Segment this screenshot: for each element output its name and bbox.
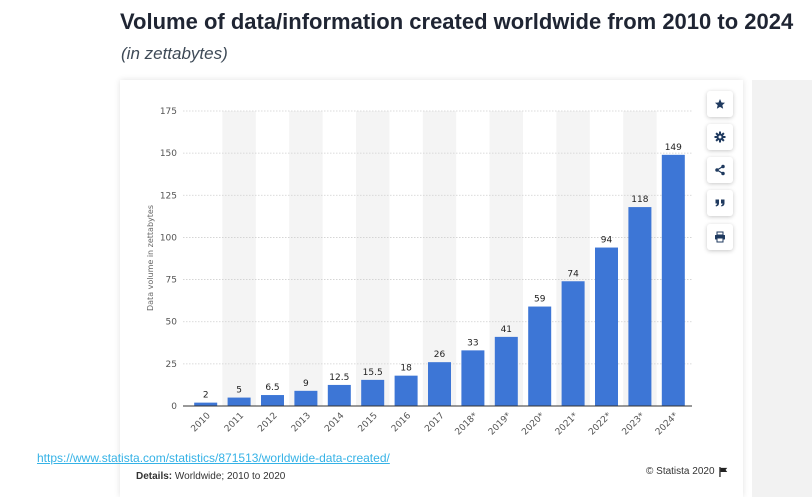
x-tick-label: 2014 xyxy=(323,411,346,434)
page-title: Volume of data/information created world… xyxy=(120,9,794,34)
x-tick-label: 2023* xyxy=(621,411,648,438)
bar-2023*[interactable] xyxy=(628,207,652,406)
details-text: Details: Worldwide; 2010 to 2020 xyxy=(136,471,285,482)
bar-2010[interactable] xyxy=(194,402,218,406)
data-label: 74 xyxy=(567,269,579,279)
data-label: 26 xyxy=(434,350,446,360)
copyright: © Statista 2020 xyxy=(646,466,728,477)
data-label: 59 xyxy=(534,295,546,305)
data-label: 118 xyxy=(631,195,648,205)
data-label: 12.5 xyxy=(329,373,349,383)
x-tick-label: 2022* xyxy=(587,411,614,438)
data-label: 41 xyxy=(501,325,512,335)
x-tick-label: 2020* xyxy=(520,411,547,438)
bars xyxy=(194,154,685,406)
y-tick-label: 50 xyxy=(166,318,178,328)
share-icon xyxy=(715,164,725,176)
x-tick-label: 2010 xyxy=(190,411,213,434)
band-7 xyxy=(422,111,457,406)
bar-2020*[interactable] xyxy=(528,306,552,406)
star-icon xyxy=(715,99,725,109)
side-panel xyxy=(752,80,812,497)
bar-2019*[interactable] xyxy=(494,336,518,406)
y-tick-label: 150 xyxy=(160,149,177,159)
bar-2013[interactable] xyxy=(294,390,318,406)
bar-2011[interactable] xyxy=(227,397,251,406)
y-axis-title: Data volume in zettabytes xyxy=(146,205,155,311)
band-3 xyxy=(289,111,323,406)
y-tick-label: 25 xyxy=(166,360,177,370)
share-button[interactable] xyxy=(707,157,733,183)
source-link[interactable]: https://www.statista.com/statistics/8715… xyxy=(37,451,390,465)
gear-icon xyxy=(714,131,726,143)
bar-2024*[interactable] xyxy=(661,154,685,406)
y-tick-label: 0 xyxy=(171,402,177,412)
settings-button[interactable] xyxy=(707,124,733,150)
x-tick-label: 2015 xyxy=(357,411,380,434)
x-tick-label: 2011 xyxy=(223,411,246,434)
print-button[interactable] xyxy=(707,224,733,250)
y-tick-label: 75 xyxy=(166,276,177,286)
band-1 xyxy=(222,111,256,406)
data-label: 6.5 xyxy=(265,383,279,393)
bar-2016[interactable] xyxy=(394,375,418,406)
print-icon xyxy=(715,231,725,243)
x-tick-label: 2018* xyxy=(454,411,481,438)
bar-2015[interactable] xyxy=(361,379,385,406)
data-label: 9 xyxy=(303,379,309,389)
data-labels: 2 5 6.5 9 12.5 15.5 18 26 33 41 59 74 94 118 149 xyxy=(203,143,682,401)
bar-2014[interactable] xyxy=(327,384,351,406)
details-value: Worldwide; 2010 to 2020 xyxy=(172,471,286,482)
bar-2021*[interactable] xyxy=(561,281,585,406)
x-tick-label: 2021* xyxy=(554,411,581,438)
x-tick-label: 2016 xyxy=(390,411,413,434)
details-label: Details: xyxy=(136,471,173,482)
y-tick-label: 175 xyxy=(160,107,177,117)
data-label: 33 xyxy=(467,338,478,348)
data-label: 15.5 xyxy=(363,368,383,378)
bar-2022*[interactable] xyxy=(595,247,618,406)
copyright-text: © Statista 2020 xyxy=(646,466,715,477)
x-tick-label: 2012 xyxy=(256,411,279,434)
y-axis-ticks: 0 25 50 75 100 125 150 175 xyxy=(160,107,177,412)
background-bands xyxy=(222,111,657,406)
x-tick-label: 2013 xyxy=(290,411,313,434)
bar-2012[interactable] xyxy=(261,395,284,406)
flag-icon[interactable] xyxy=(718,466,728,477)
bar-2018*[interactable] xyxy=(461,350,485,406)
page-subtitle: (in zettabytes) xyxy=(121,44,228,63)
x-tick-label: 2019* xyxy=(487,411,514,438)
data-label: 149 xyxy=(665,143,682,153)
y-tick-label: 125 xyxy=(160,191,177,201)
x-tick-label: 2017 xyxy=(423,411,446,434)
cite-button[interactable] xyxy=(707,190,733,216)
data-label: 18 xyxy=(400,364,412,374)
favorite-button[interactable] xyxy=(707,91,733,117)
data-label: 94 xyxy=(601,236,613,246)
x-tick-label: 2024* xyxy=(654,411,681,438)
data-label: 2 xyxy=(203,391,209,401)
bar-2017[interactable] xyxy=(428,362,451,406)
data-label: 5 xyxy=(236,386,242,396)
x-axis-ticks: 2010 2011 2012 2013 2014 2015 2016 2017 2018* 201… xyxy=(190,411,681,438)
band-5 xyxy=(356,111,390,406)
y-tick-label: 100 xyxy=(160,233,177,243)
quote-icon xyxy=(715,199,725,207)
